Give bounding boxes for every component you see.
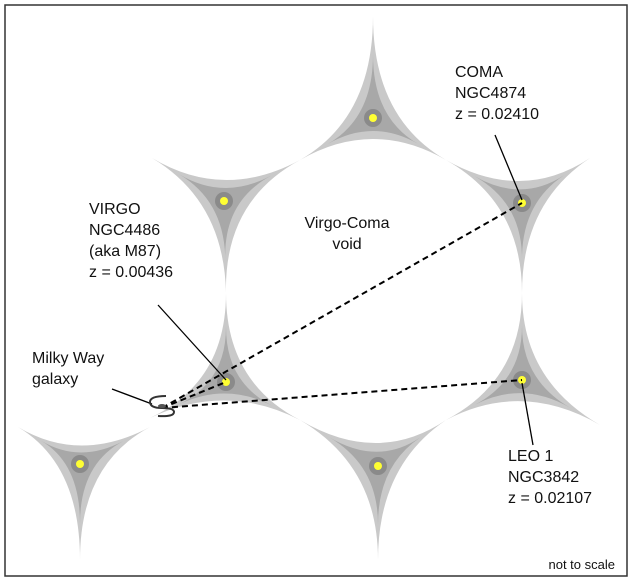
sightlines [161, 202, 523, 409]
sightline-coma [161, 202, 523, 409]
frame-border [4, 4, 628, 577]
node-upper-left-galaxy-dot [220, 197, 228, 205]
milky-way-label-line-2: galaxy [32, 371, 78, 388]
node-coma-filament-inner [474, 175, 565, 259]
node-far-left-filament-outer [18, 427, 150, 560]
sightline-leo1 [161, 379, 523, 409]
coma-label-name: COMA [455, 64, 503, 81]
cluster-nodes [71, 109, 531, 475]
leader-coma [494, 134, 523, 201]
coma-label-redshift: z = 0.02410 [455, 106, 539, 123]
node-far-left-galaxy-dot [76, 460, 84, 468]
void-label-line-1: Virgo-Coma [304, 215, 389, 232]
scale-note: not to scale [549, 557, 616, 572]
leo1-label-ngc: NGC3842 [508, 469, 579, 486]
node-bottom-galaxy-dot [374, 462, 382, 470]
void-label-line-2: void [332, 236, 361, 253]
node-bottom-filament-outer [300, 420, 446, 560]
node-bottom-filament-inner [329, 437, 421, 525]
leader-lines [111, 134, 534, 446]
node-upper-left-filament-inner [179, 174, 272, 259]
virgo-label-name: VIRGO [89, 201, 141, 218]
virgo-label-ngc: NGC4486 [89, 222, 160, 239]
node-virgo-galaxy-dot [222, 378, 230, 386]
node-virgo-filament-inner [178, 326, 272, 406]
leader-virgo [157, 304, 227, 381]
leader-leo1 [521, 382, 534, 446]
leo1-label-redshift: z = 0.02107 [508, 490, 592, 507]
leo1-label-name: LEO 1 [508, 448, 553, 465]
milky-way-icon [148, 395, 176, 418]
coma-label-ngc: NGC4874 [455, 85, 526, 102]
sightline-virgo [161, 381, 227, 409]
leader-milky-way [111, 388, 153, 405]
node-top-galaxy-dot [369, 114, 377, 122]
virgo-label-alias: (aka M87) [89, 243, 161, 260]
node-top-filament-inner [327, 54, 419, 145]
node-leo1-filament-inner [474, 326, 571, 408]
virgo-label-redshift: z = 0.00436 [89, 264, 173, 281]
milky-way-label-line-1: Milky Way [32, 350, 104, 367]
node-far-left-filament-inner [41, 441, 124, 524]
filaments-inner [41, 54, 571, 525]
